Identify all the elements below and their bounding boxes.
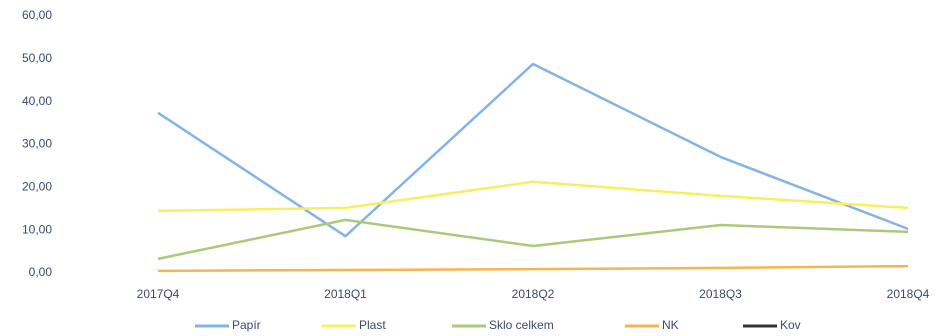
legend-label: Papír <box>232 318 261 332</box>
series-line <box>157 62 909 238</box>
x-tick-label: 2018Q3 <box>699 287 742 301</box>
series-line <box>157 218 909 261</box>
x-tick-label: 2018Q2 <box>512 287 555 301</box>
series-line <box>157 180 909 213</box>
series-line <box>157 264 909 273</box>
y-tick-label: 20,00 <box>22 180 52 194</box>
y-tick-label: 50,00 <box>22 51 52 65</box>
legend-label: NK <box>662 318 679 332</box>
y-tick-label: 10,00 <box>22 222 52 236</box>
y-tick-label: 0,00 <box>29 265 53 279</box>
legend-label: Sklo celkem <box>489 318 554 332</box>
x-tick-label: 2017Q4 <box>137 287 180 301</box>
legend-label: Kov <box>780 318 801 332</box>
legend-label: Plast <box>359 318 386 332</box>
y-tick-label: 30,00 <box>22 137 52 151</box>
y-tick-label: 40,00 <box>22 94 52 108</box>
x-tick-label: 2018Q1 <box>324 287 367 301</box>
y-tick-label: 60,00 <box>22 8 52 22</box>
x-tick-label: 2018Q4 <box>887 287 930 301</box>
